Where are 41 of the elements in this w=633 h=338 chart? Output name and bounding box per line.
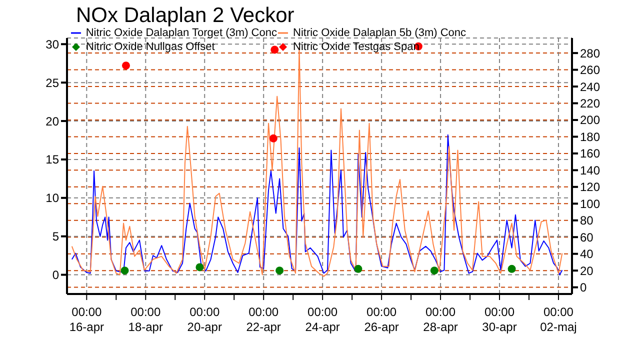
y2-tick-label: 220	[580, 96, 600, 111]
x-tick-label: 00:00 30-apr	[482, 305, 517, 334]
point	[508, 264, 516, 273]
x-tick-label: 00:00 22-apr	[246, 305, 281, 334]
point	[120, 266, 129, 275]
y2-tick-label: 200	[580, 113, 600, 128]
legend-label: Nitric Oxide Dalaplan 5b (3m) Conc	[293, 26, 466, 38]
point	[354, 264, 362, 273]
x-tick-label: 00:00 28-apr	[423, 305, 458, 334]
y-tick-label: 30	[46, 37, 60, 52]
x-tick-label: 00:00 20-apr	[187, 305, 222, 334]
legend-label: Nitric Oxide Nullgas Offset	[86, 40, 215, 52]
y2-tick-label: 160	[580, 146, 600, 161]
y-tick-label: 15	[46, 152, 60, 167]
y2-tick-label: 180	[580, 130, 600, 144]
y2-tick-label: 280	[580, 46, 600, 60]
x-tick-label: 00:00 02-maj	[540, 305, 577, 334]
y2-tick-label: 20	[580, 264, 594, 278]
chart-title: NOx Dalaplan 2 Veckor	[76, 4, 294, 28]
y-tick-label: 20	[46, 114, 60, 128]
y-tick-label: 0	[52, 268, 60, 282]
point	[122, 62, 130, 70]
legend-label: Nitric Oxide Dalaplan Torget (3m) Conc	[86, 26, 277, 38]
y2-tick-label: 0	[580, 280, 587, 295]
point	[430, 266, 438, 275]
y2-tick-label: 240	[580, 80, 600, 94]
y2-tick-label: 140	[580, 163, 600, 178]
x-tick-label: 00:00 16-apr	[69, 305, 104, 334]
point	[276, 266, 284, 275]
y2-tick-label: 120	[580, 180, 600, 194]
x-tick-label: 00:00 24-apr	[305, 305, 340, 334]
y2-tick-label: 80	[580, 214, 594, 228]
y-tick-label: 10	[46, 191, 60, 206]
y-tick-label: 25	[46, 76, 60, 90]
y2-tick-label: 100	[580, 196, 600, 211]
x-tick-label: 00:00 18-apr	[128, 305, 163, 334]
y-tick-label: 5	[52, 230, 60, 244]
x-tick-label: 00:00 26-apr	[364, 305, 399, 334]
y2-tick-label: 40	[580, 247, 594, 262]
y2-tick-label: 260	[580, 63, 600, 78]
y2-tick-label: 60	[580, 230, 594, 244]
